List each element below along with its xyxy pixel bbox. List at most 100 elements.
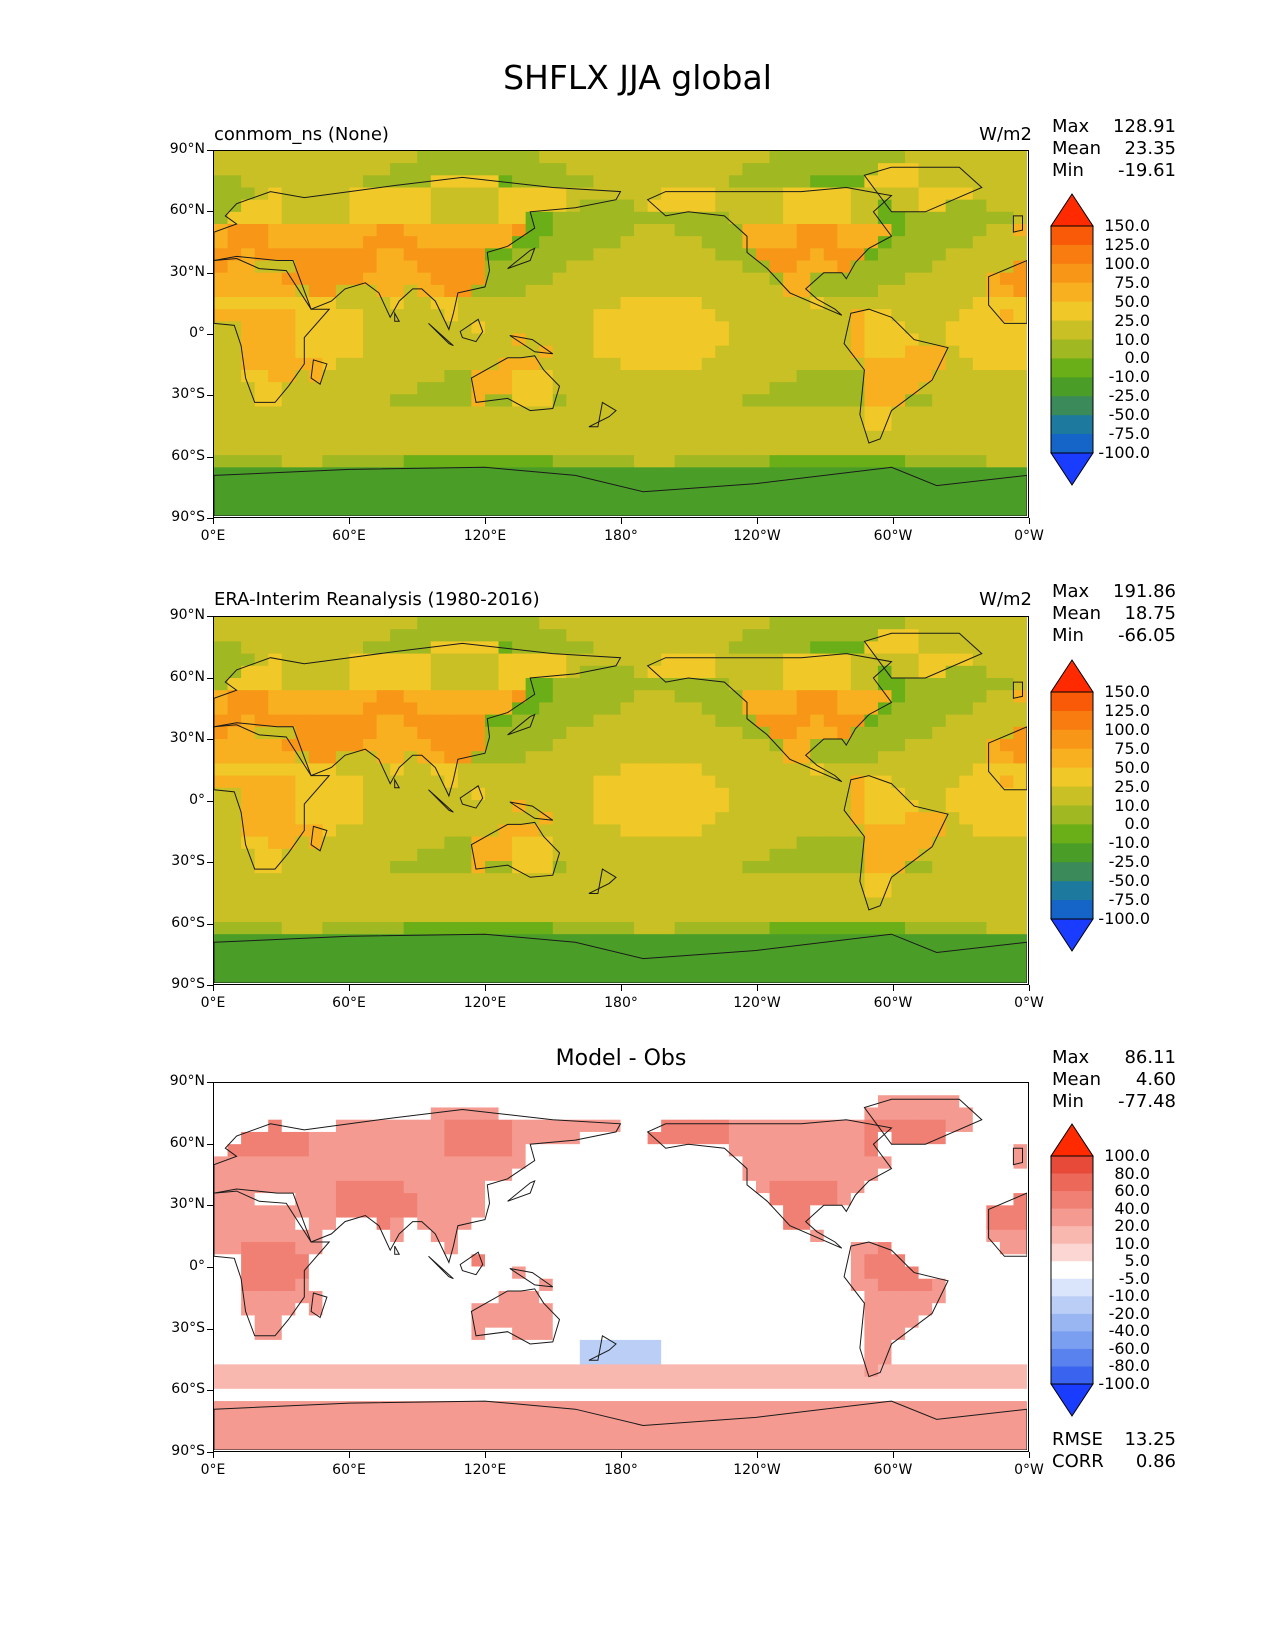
panel3-title: Model - Obs — [555, 1046, 687, 1071]
field-cell — [579, 1168, 594, 1182]
field-cell — [1013, 1205, 1027, 1219]
field-cell — [810, 260, 825, 274]
field-cell — [457, 970, 473, 983]
field-cell — [281, 1217, 296, 1231]
field-cell — [539, 665, 554, 679]
field-cell — [796, 443, 811, 456]
field-cell — [295, 836, 310, 850]
colorbar-segment — [1051, 339, 1093, 359]
field-cell — [769, 714, 784, 728]
field-cell — [769, 1119, 784, 1133]
field-cell — [661, 787, 676, 801]
field-cell — [525, 629, 540, 642]
field-cell — [457, 897, 473, 911]
field-cell — [823, 151, 838, 164]
field-cell — [376, 714, 391, 728]
field-cell — [552, 236, 567, 249]
field-cell — [363, 1205, 378, 1219]
field-cell — [268, 260, 283, 274]
field-cell — [932, 406, 947, 420]
field-cell — [390, 739, 405, 752]
colorbar-level-label: 50.0 — [1114, 757, 1150, 777]
field-cell — [945, 726, 960, 740]
field-cell — [674, 443, 689, 456]
field-cell — [593, 617, 608, 630]
field-cell — [444, 690, 459, 703]
field-cell — [715, 455, 730, 468]
field-cell — [905, 1119, 920, 1133]
field-cell — [715, 836, 730, 850]
field-cell — [634, 909, 649, 923]
field-cell — [783, 848, 798, 862]
field-cell — [945, 455, 960, 468]
field-cell — [701, 297, 716, 310]
colorbar-segment — [1051, 824, 1093, 844]
colorbar-level-label: -75.0 — [1108, 424, 1150, 444]
field-cell — [999, 824, 1015, 838]
field-cell — [620, 187, 635, 201]
field-cell — [214, 824, 229, 838]
field-cell — [945, 970, 960, 983]
field-cell — [674, 248, 689, 262]
field-cell — [864, 394, 879, 408]
field-cell — [796, 163, 811, 176]
field-cell — [579, 665, 594, 679]
field-cell — [268, 1119, 283, 1133]
field-cell — [214, 726, 229, 740]
field-cell — [986, 467, 1001, 481]
field-cell — [837, 1278, 852, 1292]
field-cell — [864, 248, 879, 262]
field-cell — [999, 641, 1015, 655]
field-cell — [227, 763, 242, 777]
field-cell — [417, 163, 432, 176]
field-cell — [295, 617, 310, 630]
field-cell — [945, 1303, 960, 1317]
field-cell — [891, 934, 906, 947]
field-cell — [471, 479, 486, 493]
field-cell — [905, 885, 920, 899]
field-cell — [932, 455, 947, 468]
field-cell — [308, 897, 323, 911]
field-cell — [701, 430, 716, 444]
field-cell — [349, 1254, 364, 1268]
field-cell — [647, 629, 662, 642]
field-cell — [566, 787, 581, 801]
field-cell — [850, 958, 865, 972]
field-cell — [945, 1290, 960, 1304]
field-cell — [688, 1193, 703, 1206]
field-cell — [620, 1180, 635, 1194]
field-cell — [905, 690, 920, 703]
field-cell — [295, 690, 310, 703]
field-cell — [634, 897, 649, 911]
field-cell — [728, 1168, 744, 1182]
field-cell — [335, 1107, 351, 1121]
field-cell — [986, 455, 1001, 468]
field-cell — [810, 958, 825, 972]
field-cell — [742, 751, 757, 764]
field-cell — [701, 1242, 716, 1255]
field-cell — [376, 309, 391, 322]
field-cell — [376, 479, 391, 493]
field-cell — [579, 394, 594, 408]
field-cell — [241, 1193, 256, 1206]
field-cell — [349, 1180, 364, 1194]
field-cell — [783, 187, 798, 201]
field-cell — [986, 617, 1001, 630]
field-cell — [390, 406, 405, 420]
field-cell — [295, 641, 310, 655]
field-cell — [823, 922, 838, 935]
field-cell — [688, 958, 703, 972]
field-cell — [959, 211, 974, 225]
field-cell — [241, 885, 256, 899]
field-cell — [932, 739, 947, 752]
colorbar-level-label: -50.0 — [1108, 871, 1150, 891]
field-cell — [281, 297, 296, 310]
lon-tick-mark — [349, 518, 350, 524]
field-cell — [728, 958, 744, 972]
field-cell — [810, 321, 825, 335]
field-cell — [512, 236, 527, 249]
field-cell — [525, 394, 540, 408]
field-cell — [877, 345, 893, 359]
field-cell — [972, 1119, 987, 1133]
field-cell — [877, 1315, 893, 1329]
